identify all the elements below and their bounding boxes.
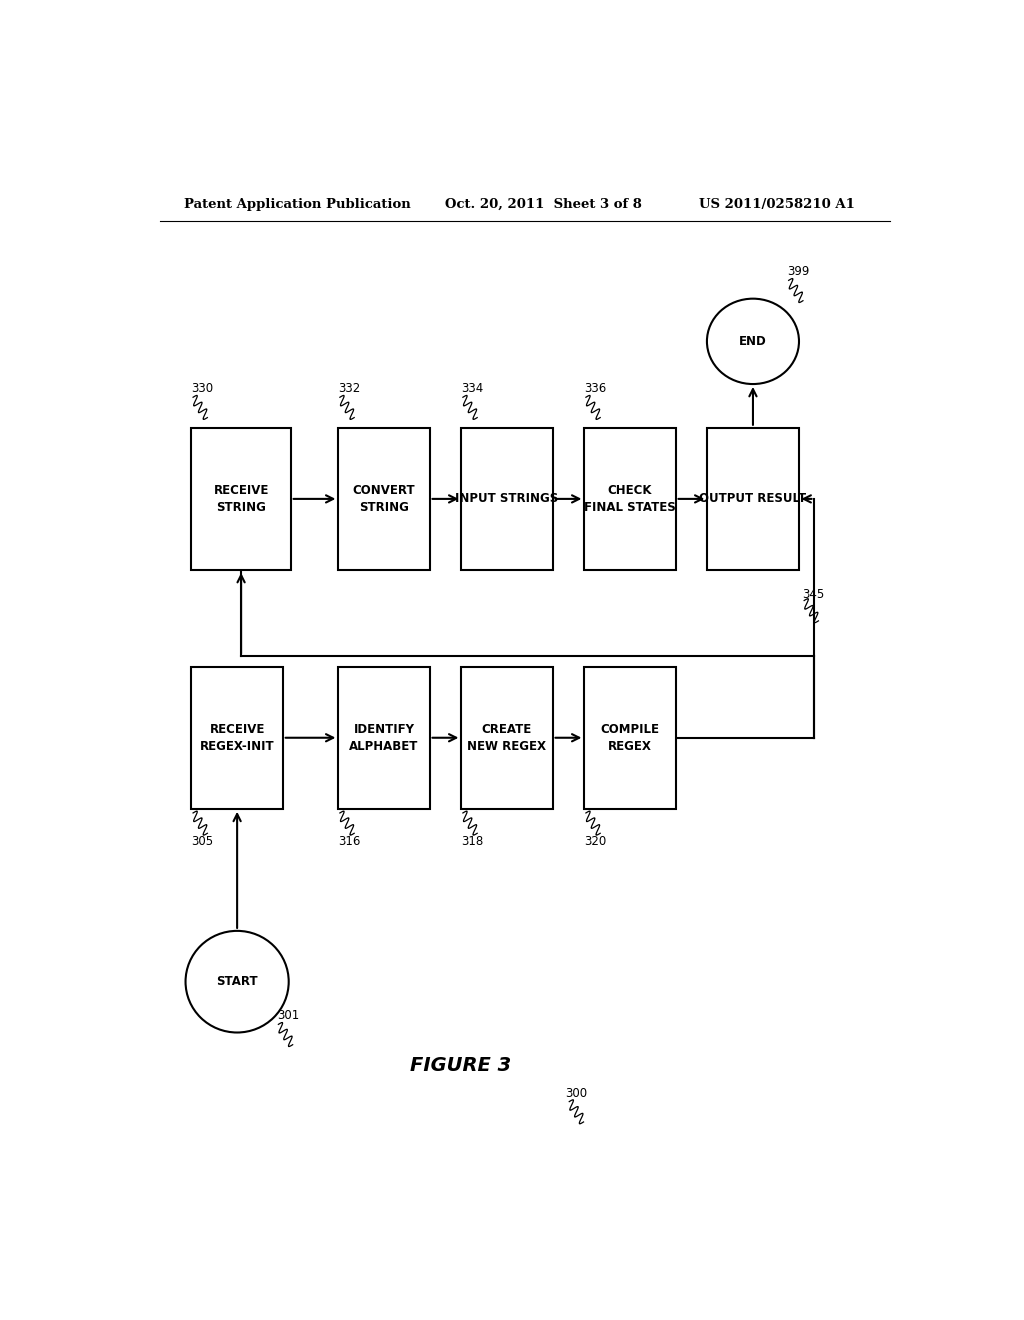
Text: US 2011/0258210 A1: US 2011/0258210 A1 (699, 198, 855, 211)
Text: RECEIVE
REGEX-INIT: RECEIVE REGEX-INIT (200, 723, 274, 752)
FancyBboxPatch shape (461, 667, 553, 809)
Text: 345: 345 (803, 587, 824, 601)
Text: 334: 334 (461, 383, 483, 395)
Text: 316: 316 (338, 834, 360, 847)
Text: 336: 336 (585, 383, 606, 395)
Text: IDENTIFY
ALPHABET: IDENTIFY ALPHABET (349, 723, 419, 752)
Text: 300: 300 (565, 1086, 588, 1100)
FancyBboxPatch shape (338, 667, 430, 809)
Text: RECEIVE
STRING: RECEIVE STRING (213, 484, 268, 513)
Text: 332: 332 (338, 383, 360, 395)
FancyBboxPatch shape (191, 428, 291, 570)
FancyBboxPatch shape (708, 428, 799, 570)
Text: CHECK
FINAL STATES: CHECK FINAL STATES (584, 484, 676, 513)
FancyBboxPatch shape (585, 667, 676, 809)
Text: END: END (739, 335, 767, 348)
Text: 399: 399 (787, 265, 809, 279)
Text: CREATE
NEW REGEX: CREATE NEW REGEX (467, 723, 547, 752)
Ellipse shape (707, 298, 799, 384)
Text: OUTPUT RESULT: OUTPUT RESULT (699, 492, 807, 506)
FancyBboxPatch shape (585, 428, 676, 570)
Text: Oct. 20, 2011  Sheet 3 of 8: Oct. 20, 2011 Sheet 3 of 8 (445, 198, 642, 211)
Text: FIGURE 3: FIGURE 3 (410, 1056, 511, 1076)
Text: 305: 305 (191, 834, 214, 847)
FancyBboxPatch shape (338, 428, 430, 570)
Text: INPUT STRINGS: INPUT STRINGS (456, 492, 558, 506)
FancyBboxPatch shape (461, 428, 553, 570)
Text: 318: 318 (461, 834, 483, 847)
Text: 301: 301 (276, 1010, 299, 1022)
Ellipse shape (185, 931, 289, 1032)
Text: 330: 330 (191, 383, 214, 395)
Text: CONVERT
STRING: CONVERT STRING (352, 484, 416, 513)
Text: COMPILE
REGEX: COMPILE REGEX (600, 723, 659, 752)
Text: START: START (216, 975, 258, 989)
Text: Patent Application Publication: Patent Application Publication (183, 198, 411, 211)
FancyBboxPatch shape (191, 667, 283, 809)
Text: 320: 320 (585, 834, 606, 847)
